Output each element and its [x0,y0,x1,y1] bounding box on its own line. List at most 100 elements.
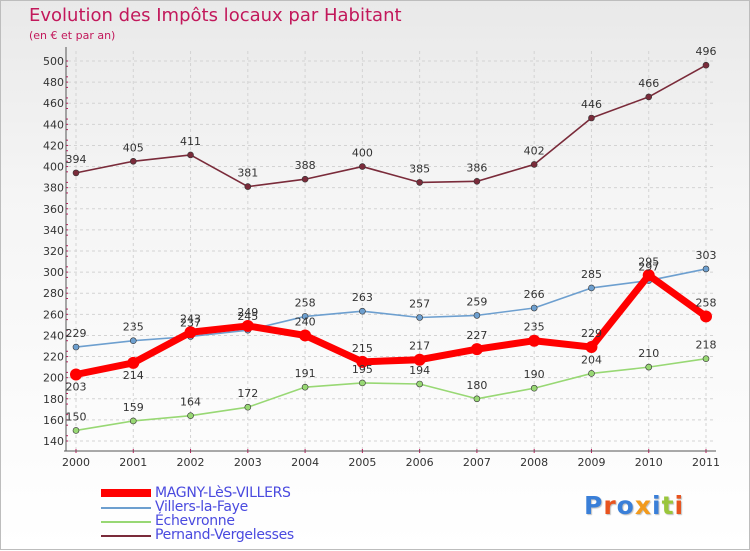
data-label: 258 [696,296,717,309]
data-label: 386 [466,161,487,174]
data-point [129,157,137,165]
data-label: 297 [638,261,659,274]
data-point [301,175,309,183]
y-tick-label: 140 [43,435,64,448]
data-label: 285 [581,268,602,281]
data-point [244,183,252,190]
data-point [530,384,538,392]
data-label: 203 [66,381,87,394]
data-point [416,314,423,321]
data-labels: 203 214 243 249 240 215 217 227 235 229 295 258 229 2… [66,45,717,423]
data-point [301,383,309,391]
data-label: 385 [409,162,430,175]
data-point [413,353,426,366]
data-point [702,265,710,273]
data-label: 266 [524,288,545,301]
logo-letter: x [634,491,652,520]
y-tick-label: 180 [43,393,64,406]
data-label: 159 [123,401,144,414]
data-label: 295 [638,255,659,268]
proxiti-logo: Proxiti [584,491,684,520]
data-label: 243 [180,312,201,325]
data-label: 204 [581,353,602,366]
data-label: 240 [295,315,316,328]
y-tick-label: 200 [43,372,64,385]
y-tick-label: 420 [43,139,64,152]
legend-label: Échevronne [155,513,235,529]
data-point [530,304,538,312]
data-label: 227 [466,329,487,342]
legend-label: Pernand-Vergelesses [155,527,294,543]
data-label: 400 [352,147,373,160]
series-lines [70,61,712,434]
x-tick-label: 2005 [348,456,376,469]
data-label: 257 [409,298,430,311]
x-tick-label: 2001 [119,456,147,469]
data-label: 218 [696,339,717,352]
data-label: 150 [66,410,87,423]
y-tick-label: 280 [43,287,64,300]
data-point [473,312,481,319]
data-point [72,427,80,434]
data-point [359,163,366,170]
data-point [642,269,655,282]
data-point [359,307,366,315]
data-point [588,370,595,377]
data-label: 195 [352,363,373,376]
data-point [301,313,309,320]
y-tick-label: 360 [43,203,64,216]
data-point [473,178,481,185]
data-label: 190 [524,368,545,381]
data-point [72,343,80,351]
y-tick-label: 160 [43,414,64,427]
data-point [127,356,140,369]
data-point [700,310,712,323]
data-point [473,395,481,403]
legend-swatch-villers [101,507,151,509]
data-label: 235 [123,321,144,334]
data-label: 180 [466,379,487,392]
data-point [528,334,541,347]
y-tick-label: 260 [43,308,64,321]
data-point [70,368,82,381]
data-label: 402 [524,144,545,157]
logo-letter: o [616,491,635,520]
y-tick-label: 480 [43,76,64,89]
data-label: 194 [409,364,430,377]
data-point [184,326,197,339]
y-tick-label: 220 [43,351,64,364]
logo-letter: i [652,491,662,520]
series-line [75,64,707,188]
data-label: 249 [237,306,258,319]
data-label: 217 [409,340,430,353]
legend-swatch-magny [101,489,151,497]
y-tick-label: 300 [43,266,64,279]
data-label: 215 [352,342,373,355]
data-label: 235 [524,321,545,334]
x-tick-label: 2004 [291,456,319,469]
y-tick-label: 440 [43,118,64,131]
data-point [129,417,137,425]
x-tick-label: 2008 [520,456,548,469]
data-point [645,93,653,101]
data-point [702,61,710,69]
x-tick-label: 2010 [635,456,663,469]
data-label: 303 [696,249,717,262]
data-label: 388 [295,159,316,172]
data-label: 411 [180,135,201,148]
data-label: 381 [237,167,258,180]
data-label: 229 [581,327,602,340]
data-label: 446 [581,98,602,111]
data-point [470,343,483,356]
data-label: 245 [237,310,258,323]
legend-swatch-pernand [101,535,151,537]
data-point [299,329,312,342]
data-label: 466 [638,77,659,90]
legend-swatch-echevronne [101,521,151,523]
x-tick-label: 2011 [692,456,720,469]
data-label: 210 [638,347,659,360]
y-tick-label: 240 [43,329,64,342]
data-point [530,161,538,168]
data-point [585,341,598,354]
